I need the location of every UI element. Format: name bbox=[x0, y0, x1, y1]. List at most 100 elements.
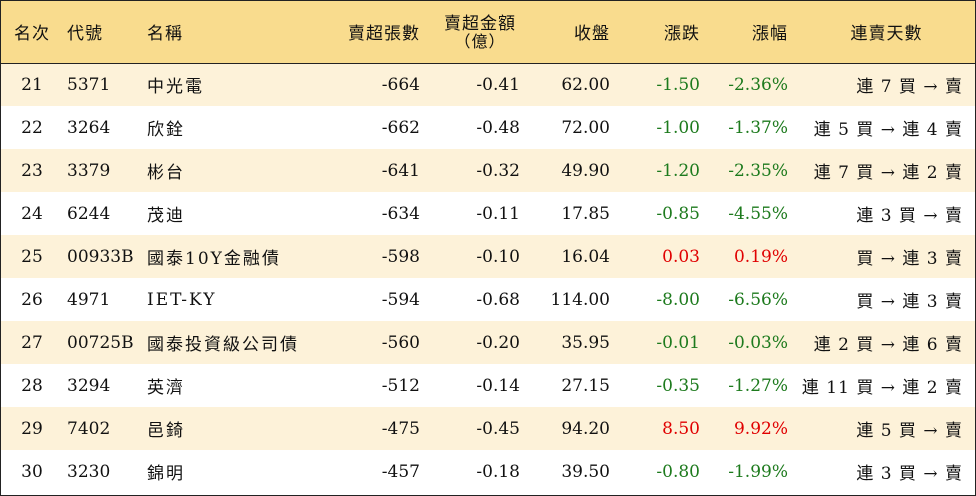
header-rank[interactable]: 名次 bbox=[1, 1, 63, 64]
cell-close: 16.04 bbox=[561, 246, 610, 267]
header-change[interactable]: 漲跌 bbox=[620, 1, 710, 64]
table-row[interactable]: 21 5371 中光電 -664 -0.41 62.00 -1.50 -2.36… bbox=[1, 63, 975, 106]
table-row[interactable]: 26 4971 IET-KY -594 -0.68 114.00 -8.00 -… bbox=[1, 278, 975, 321]
cell-net-sell-amount: -0.10 bbox=[476, 246, 520, 267]
cell-change: 8.50 bbox=[662, 418, 700, 439]
header-net-sell-amount-unit: （億） bbox=[454, 31, 506, 51]
cell-change-pct: -2.35% bbox=[728, 160, 788, 181]
table-row[interactable]: 30 3230 錦明 -457 -0.18 39.50 -0.80 -1.99%… bbox=[1, 450, 975, 493]
cell-rank: 22 bbox=[21, 117, 43, 138]
cell-code: 00933B bbox=[67, 246, 134, 267]
cell-change: -1.00 bbox=[656, 117, 700, 138]
cell-net-sell-lots: -594 bbox=[381, 289, 420, 310]
cell-rank: 28 bbox=[21, 375, 43, 396]
cell-rank: 21 bbox=[21, 74, 43, 95]
header-change-pct[interactable]: 漲幅 bbox=[710, 1, 798, 64]
cell-close: 62.00 bbox=[561, 74, 610, 95]
table-body: 21 5371 中光電 -664 -0.41 62.00 -1.50 -2.36… bbox=[1, 63, 975, 493]
cell-net-sell-lots: -634 bbox=[381, 203, 420, 224]
cell-code: 00725B bbox=[67, 332, 134, 353]
cell-streak: 連 7 買 → 賣 bbox=[856, 77, 963, 98]
cell-rank: 29 bbox=[21, 418, 43, 439]
table-row[interactable]: 22 3264 欣銓 -662 -0.48 72.00 -1.00 -1.37%… bbox=[1, 106, 975, 149]
cell-net-sell-lots: -475 bbox=[381, 418, 420, 439]
cell-net-sell-amount: -0.14 bbox=[476, 375, 520, 396]
cell-name[interactable]: 錦明 bbox=[147, 464, 185, 484]
table-row[interactable]: 28 3294 英濟 -512 -0.14 27.15 -0.35 -1.27%… bbox=[1, 364, 975, 407]
cell-change: 0.03 bbox=[662, 246, 700, 267]
cell-change: -0.80 bbox=[656, 461, 700, 482]
cell-net-sell-amount: -0.41 bbox=[476, 74, 520, 95]
cell-code: 7402 bbox=[67, 418, 111, 439]
table-row[interactable]: 23 3379 彬台 -641 -0.32 49.90 -1.20 -2.35%… bbox=[1, 149, 975, 192]
header-net-sell-amount[interactable]: 賣超金額 （億） bbox=[430, 1, 530, 64]
cell-code: 5371 bbox=[67, 74, 111, 95]
header-close[interactable]: 收盤 bbox=[530, 1, 620, 64]
cell-streak: 連 3 買 → 賣 bbox=[856, 464, 963, 484]
table-row[interactable]: 27 00725B 國泰投資級公司債 -560 -0.20 35.95 -0.0… bbox=[1, 321, 975, 364]
cell-close: 49.90 bbox=[561, 160, 610, 181]
cell-code: 3379 bbox=[67, 160, 111, 181]
cell-change-pct: -1.99% bbox=[728, 461, 788, 482]
cell-rank: 24 bbox=[21, 203, 43, 224]
cell-streak: 連 2 買 → 連 6 賣 bbox=[813, 335, 963, 355]
cell-streak: 連 5 買 → 賣 bbox=[856, 421, 963, 441]
cell-name[interactable]: 彬台 bbox=[147, 163, 185, 183]
cell-streak: 連 7 買 → 連 2 賣 bbox=[813, 163, 963, 183]
cell-change-pct: -1.37% bbox=[728, 117, 788, 138]
cell-close: 114.00 bbox=[550, 289, 610, 310]
cell-net-sell-amount: -0.48 bbox=[476, 117, 520, 138]
cell-net-sell-lots: -457 bbox=[381, 461, 420, 482]
cell-change-pct: 0.19% bbox=[733, 246, 788, 267]
cell-name[interactable]: 中光電 bbox=[147, 77, 204, 98]
table-row[interactable]: 24 6244 茂迪 -634 -0.11 17.85 -0.85 -4.55%… bbox=[1, 192, 975, 235]
table-row[interactable]: 25 00933B 國泰10Y金融債 -598 -0.10 16.04 0.03… bbox=[1, 235, 975, 278]
cell-change-pct: -4.55% bbox=[728, 203, 788, 224]
cell-close: 39.50 bbox=[561, 461, 610, 482]
cell-streak: 連 3 買 → 賣 bbox=[856, 206, 963, 226]
cell-code: 3230 bbox=[67, 461, 111, 482]
cell-name[interactable]: 茂迪 bbox=[147, 206, 185, 226]
cell-net-sell-amount: -0.68 bbox=[476, 289, 520, 310]
cell-change: -1.20 bbox=[656, 160, 700, 181]
cell-change-pct: -2.36% bbox=[728, 74, 788, 95]
cell-close: 27.15 bbox=[561, 375, 610, 396]
cell-change-pct: -0.03% bbox=[728, 332, 788, 353]
cell-streak: 買 → 連 3 賣 bbox=[856, 249, 963, 269]
cell-name[interactable]: IET-KY bbox=[147, 289, 217, 310]
cell-rank: 30 bbox=[21, 461, 43, 482]
cell-change: -0.01 bbox=[656, 332, 700, 353]
cell-change-pct: -1.27% bbox=[728, 375, 788, 396]
table-row[interactable]: 29 7402 邑錡 -475 -0.45 94.20 8.50 9.92% 連… bbox=[1, 407, 975, 450]
cell-streak: 連 11 買 → 連 2 賣 bbox=[801, 378, 963, 398]
cell-net-sell-lots: -598 bbox=[381, 246, 420, 267]
cell-code: 3294 bbox=[67, 375, 111, 396]
cell-net-sell-amount: -0.20 bbox=[476, 332, 520, 353]
cell-name[interactable]: 邑錡 bbox=[147, 421, 185, 441]
cell-close: 94.20 bbox=[561, 418, 610, 439]
cell-net-sell-lots: -662 bbox=[381, 117, 420, 138]
cell-name[interactable]: 國泰投資級公司債 bbox=[147, 335, 299, 355]
cell-code: 4971 bbox=[67, 289, 111, 310]
cell-streak: 連 5 買 → 連 4 賣 bbox=[813, 120, 963, 140]
header-streak[interactable]: 連賣天數 bbox=[798, 1, 975, 64]
cell-code: 6244 bbox=[67, 203, 111, 224]
cell-close: 35.95 bbox=[561, 332, 610, 353]
header-net-sell-lots[interactable]: 賣超張數 bbox=[308, 1, 430, 64]
cell-rank: 25 bbox=[21, 246, 43, 267]
header-name[interactable]: 名稱 bbox=[143, 1, 308, 64]
cell-name[interactable]: 國泰10Y金融債 bbox=[147, 249, 281, 269]
cell-change: -8.00 bbox=[656, 289, 700, 310]
cell-net-sell-amount: -0.45 bbox=[476, 418, 520, 439]
cell-net-sell-amount: -0.18 bbox=[476, 461, 520, 482]
cell-close: 17.85 bbox=[561, 203, 610, 224]
cell-streak: 買 → 連 3 賣 bbox=[856, 292, 963, 312]
cell-change: -0.85 bbox=[656, 203, 700, 224]
table-header-row: 名次 代號 名稱 賣超張數 賣超金額 （億） 收盤 漲跌 漲幅 連賣天數 bbox=[1, 1, 975, 64]
cell-name[interactable]: 欣銓 bbox=[147, 120, 185, 140]
header-code[interactable]: 代號 bbox=[63, 1, 143, 64]
cell-change-pct: -6.56% bbox=[728, 289, 788, 310]
cell-close: 72.00 bbox=[561, 117, 610, 138]
cell-name[interactable]: 英濟 bbox=[147, 378, 185, 398]
